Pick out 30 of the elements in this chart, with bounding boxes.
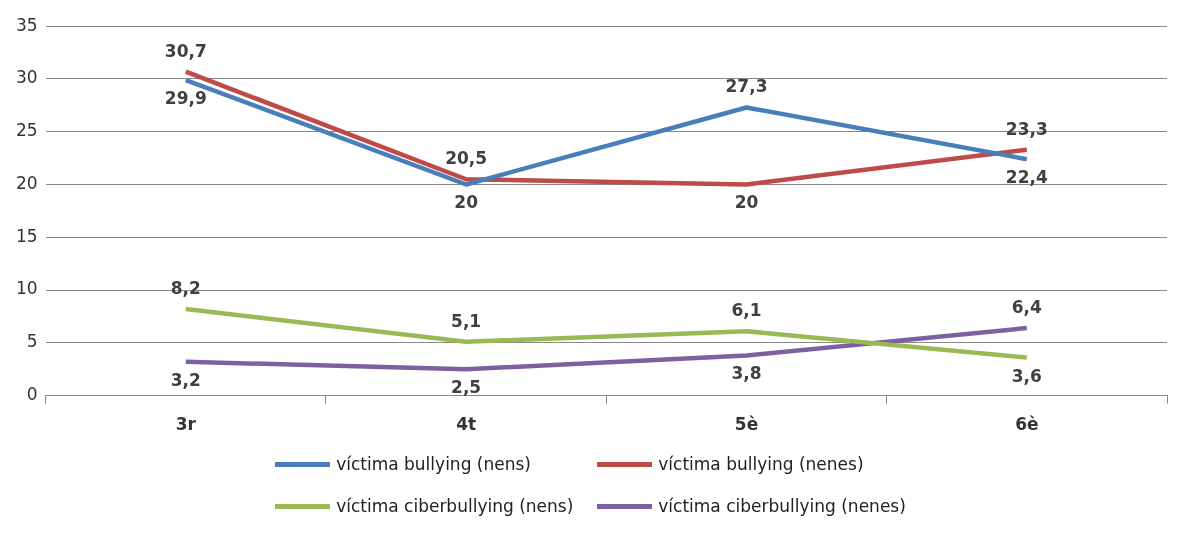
- y-tick-label: 35: [15, 14, 38, 35]
- data-label: 22,4: [1005, 167, 1048, 188]
- data-label: 20,5: [445, 148, 488, 169]
- legend-label: víctima bullying (nenes): [658, 454, 864, 474]
- y-tick-label: 15: [15, 225, 38, 246]
- data-label: 30,7: [164, 40, 207, 61]
- y-tick-label: 30: [15, 67, 38, 88]
- data-label: 3,2: [170, 369, 201, 390]
- legend-label: víctima ciberbullying (nens): [336, 496, 574, 516]
- y-tick-label: 20: [15, 172, 38, 193]
- x-tick-label: 4t: [456, 414, 477, 435]
- x-tick-label: 6è: [1015, 414, 1039, 435]
- data-label: 6,1: [731, 300, 762, 321]
- y-tick-label: 10: [15, 278, 38, 299]
- data-label: 3,6: [1011, 365, 1042, 386]
- legend-label: víctima bullying (nens): [336, 454, 531, 474]
- x-tick-label: 3r: [175, 414, 197, 435]
- data-label: 3,8: [731, 363, 762, 384]
- x-tick-label: 5è: [734, 414, 759, 435]
- data-label: 2,5: [451, 377, 482, 398]
- legend-label: víctima ciberbullying (nenes): [658, 496, 906, 516]
- y-tick-label: 0: [26, 384, 38, 405]
- y-tick-label: 5: [26, 331, 38, 352]
- y-tick-label: 25: [15, 120, 38, 141]
- data-label: 20: [734, 192, 759, 213]
- data-label: 5,1: [451, 310, 482, 331]
- data-label: 27,3: [725, 76, 768, 97]
- data-label: 6,4: [1011, 296, 1043, 317]
- data-label: 20: [454, 192, 479, 213]
- data-label: 29,9: [164, 87, 207, 108]
